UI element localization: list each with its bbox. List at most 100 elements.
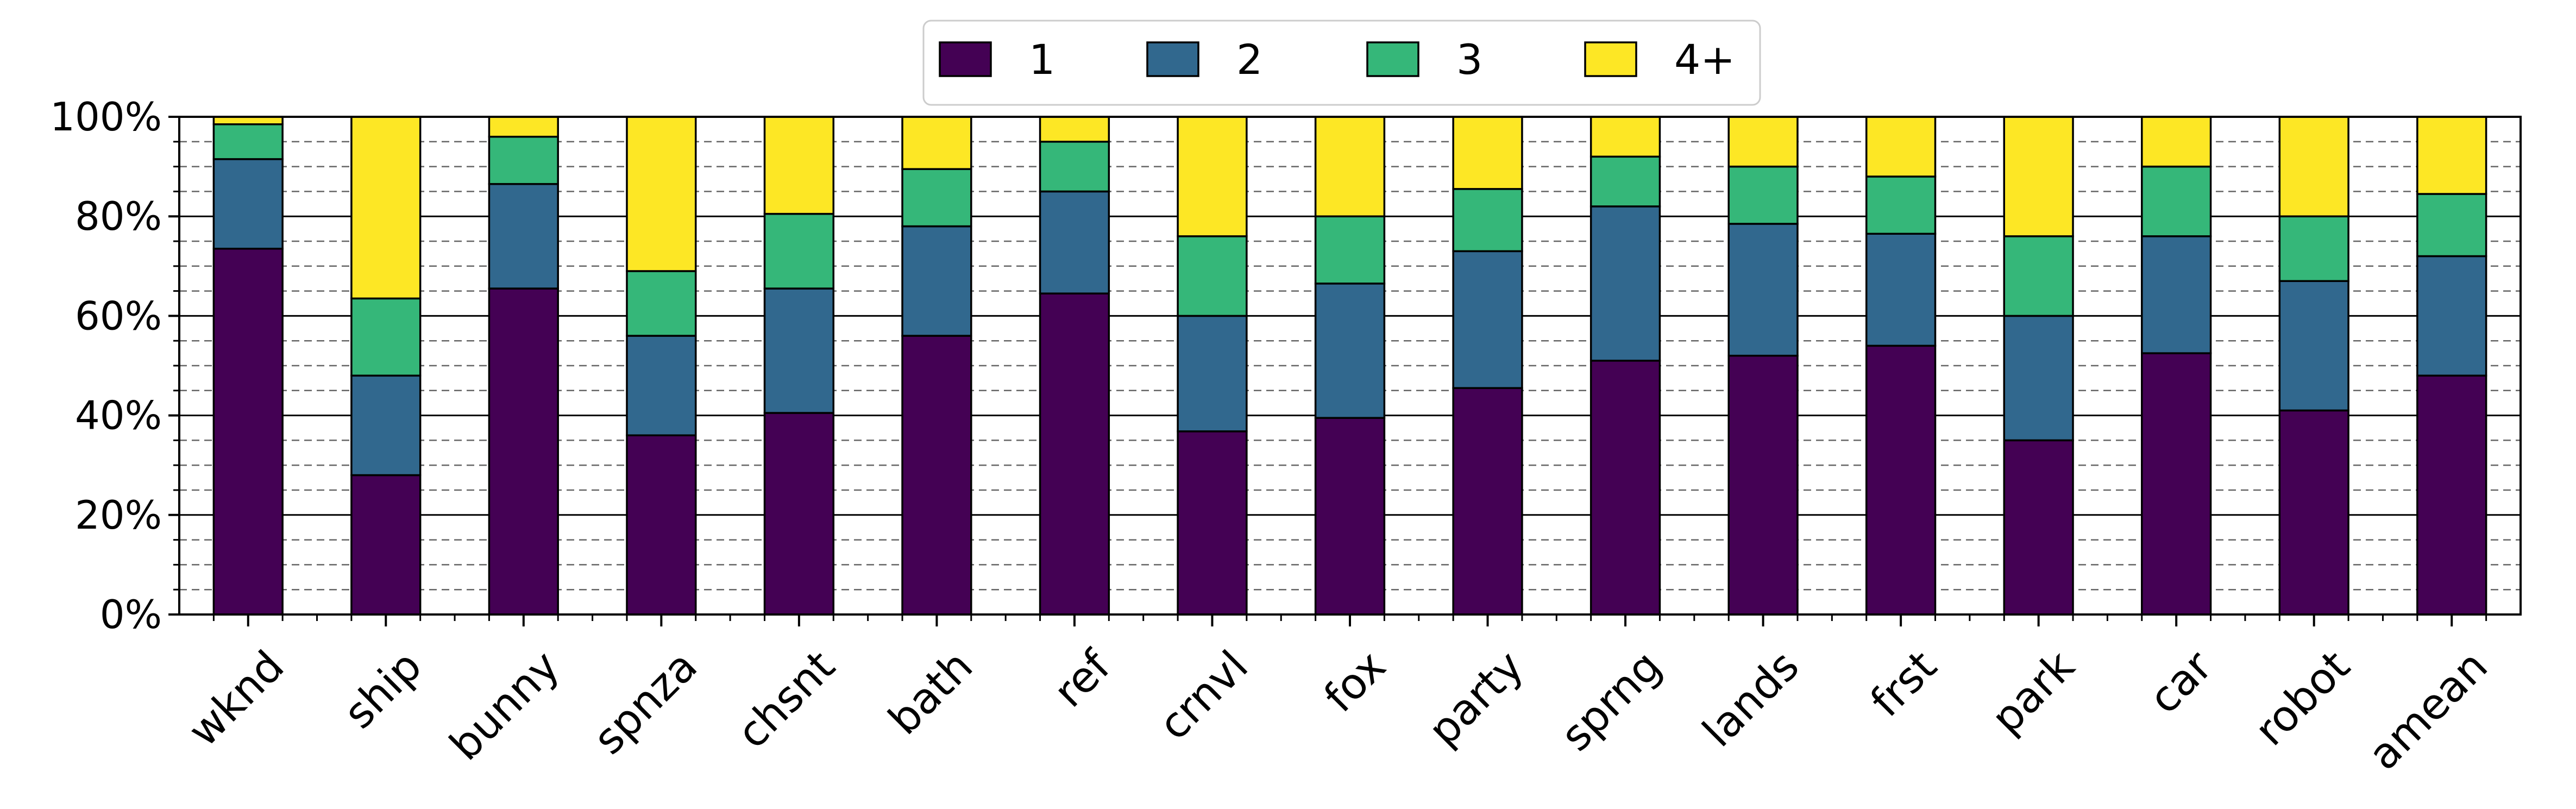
bar-segment-fox-3 [1314,215,1386,285]
bar-segment-car-3 [2141,165,2212,237]
bar-segment-car-2 [2141,235,2212,354]
x-tick-label-park: park [1982,642,2084,743]
x-tick-label-fox: fox [1315,642,1396,722]
bar-segment-robot-2 [2278,280,2349,412]
x-tick-label-ship: ship [335,642,431,738]
bar-segment-fox-1 [1314,417,1386,616]
bar-segment-ship-3 [350,297,422,377]
legend-swatch-2 [1146,41,1199,77]
bar-segment-bunny-1 [488,287,559,616]
bar-segment-bath-2 [901,225,972,337]
legend-swatch-4plus [1584,41,1637,77]
x-tick-label-bath: bath [879,642,982,744]
bar-segment-ship-2 [350,374,422,476]
x-tick-label-chsnt: chsnt [728,642,844,758]
bar-segment-ref-2 [1039,190,1110,294]
legend-swatch-3 [1366,41,1419,77]
bar-segment-lands-1 [1727,354,1799,616]
legend-swatch-1 [939,41,992,77]
bars [212,116,2487,616]
bar-segment-lands-2 [1727,223,1799,357]
bar-segment-amean-1 [2416,374,2487,616]
x-tick-label-lands: lands [1694,642,1808,756]
bar-segment-car-4plus [2141,116,2212,168]
y-tick-label: 0% [100,592,162,637]
bar-segment-sprng-4plus [1589,116,1661,158]
bar-segment-bunny-4plus [488,116,559,138]
bar-segment-party-1 [1452,387,1523,616]
bar-segment-frst-4plus [1865,116,1937,178]
bar-segment-bath-3 [901,168,972,228]
bar-segment-wknd-1 [212,247,284,616]
bar-segment-park-3 [2003,235,2074,317]
bar-segment-robot-3 [2278,215,2349,283]
legend-label-3: 3 [1456,35,1482,84]
bar-segment-lands-4plus [1727,116,1799,168]
bar-segment-wknd-3 [212,123,284,160]
bar-segment-sprng-3 [1589,155,1661,208]
bar-segment-amean-2 [2416,255,2487,377]
bar-segment-fox-2 [1314,283,1386,419]
bar-segment-ref-4plus [1039,116,1110,143]
bar-segment-ref-3 [1039,141,1110,193]
bar-segment-park-2 [2003,315,2074,442]
bar-segment-lands-3 [1727,165,1799,225]
bar-segment-frst-1 [1865,344,1937,616]
x-tick-label-ref: ref [1045,641,1121,717]
bar-segment-chsnt-3 [763,212,835,290]
bar-segment-amean-3 [2416,193,2487,258]
bar-segment-spnza-3 [626,270,697,337]
x-tick-label-wknd: wknd [179,642,294,756]
y-tick-label: 80% [75,193,162,239]
bar-segment-chsnt-4plus [763,116,835,215]
x-tick-label-sprng: sprng [1552,642,1671,761]
bar-segment-ref-1 [1039,292,1110,616]
bar-segment-party-3 [1452,188,1523,253]
bar-segment-spnza-4plus [626,116,697,272]
x-tick-label-party: party [1419,642,1533,755]
y-tick-label: 100% [50,94,162,140]
legend-label-4plus: 4+ [1674,35,1735,84]
x-tick-label-amean: amean [2359,642,2497,780]
bar-segment-sprng-1 [1589,360,1661,616]
bar-segment-frst-3 [1865,175,1937,235]
bar-segment-wknd-4plus [212,116,284,126]
y-axis: 0% 20% 40% 60% 80% 100% [50,94,179,637]
bar-segment-party-4plus [1452,116,1523,190]
bar-segment-crnvl-2 [1177,315,1248,432]
bar-segment-robot-4plus [2278,116,2349,217]
bar-segment-crnvl-3 [1177,235,1248,317]
legend-box [922,20,1761,106]
bar-segment-ship-1 [350,474,422,616]
x-axis: wknd ship bunny spnza chsnt bath ref crnvl fox pa… [179,614,2497,780]
bar-segment-wknd-2 [212,158,284,250]
bar-segment-chsnt-2 [763,287,835,414]
x-tick-label-crnvl: crnvl [1149,642,1258,750]
bar-segment-spnza-2 [626,335,697,436]
x-tick-label-frst: frst [1862,642,1946,726]
bar-segment-fox-4plus [1314,116,1386,217]
bar-segment-bunny-2 [488,183,559,290]
bar-segment-bath-4plus [901,116,972,170]
x-tick-label-robot: robot [2246,642,2359,755]
legend: 1 2 3 4+ [922,20,1761,106]
bar-segment-spnza-1 [626,434,697,616]
bar-segment-park-1 [2003,439,2074,616]
bar-segment-party-2 [1452,250,1523,389]
bar-segment-bunny-3 [488,135,559,185]
bar-segment-bath-1 [901,335,972,616]
x-tick-label-car: car [2140,641,2222,723]
bar-segment-park-4plus [2003,116,2074,237]
y-tick-label: 60% [75,293,162,338]
x-tick-label-spnza: spnza [585,642,707,764]
bar-segment-crnvl-4plus [1177,116,1248,237]
bar-segment-car-1 [2141,352,2212,616]
bar-segment-amean-4plus [2416,116,2487,195]
bar-segment-chsnt-1 [763,412,835,616]
x-tick-label-bunny: bunny [441,642,569,770]
y-tick-label: 40% [75,393,162,438]
y-tick-label: 20% [75,492,162,538]
bar-segment-sprng-2 [1589,205,1661,362]
bar-segment-crnvl-1 [1177,430,1248,616]
